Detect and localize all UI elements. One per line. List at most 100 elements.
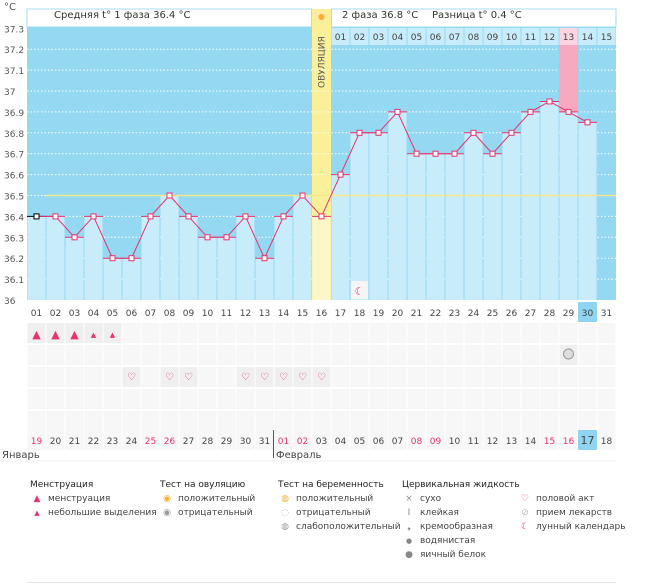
calendar-date: 29 <box>221 437 233 447</box>
test-positive-icon: ◍ <box>281 494 289 504</box>
event-cell <box>46 389 65 409</box>
calendar-date: 05 <box>354 437 365 447</box>
y-tick-label: 36.9 <box>4 109 24 119</box>
event-cell <box>350 389 369 409</box>
y-tick-label: 36.4 <box>4 213 24 223</box>
pill-icon: ⊘ <box>521 508 529 518</box>
event-cell <box>141 389 160 409</box>
cycle-day-label: 06 <box>126 309 138 319</box>
current-day-cell <box>578 302 597 322</box>
temperature-point <box>337 171 344 178</box>
sun-negative-icon: ◉ <box>163 508 171 518</box>
post-ovulation-day-cell <box>350 28 369 45</box>
event-cell-filled <box>65 323 84 343</box>
highlighted-day-bar <box>559 45 578 112</box>
event-cell <box>293 389 312 409</box>
cycle-day-label: 28 <box>544 309 556 319</box>
event-cell <box>312 345 331 365</box>
heart-icon: ♡ <box>165 372 174 383</box>
event-cell <box>274 389 293 409</box>
legend-item: прием лекарств <box>536 508 613 518</box>
event-cell <box>483 367 502 387</box>
event-cell <box>293 345 312 365</box>
temperature-bar <box>369 132 388 300</box>
legend-item: клейкая <box>420 508 459 518</box>
cycle-day-label: 05 <box>107 309 118 319</box>
event-cell <box>46 367 65 387</box>
event-cell <box>540 367 559 387</box>
event-cell <box>559 411 578 431</box>
post-ovulation-day-cell <box>559 28 578 45</box>
event-cell <box>160 389 179 409</box>
event-cell-filled <box>255 367 274 387</box>
legend-item: менструация <box>48 494 111 504</box>
cycle-day-label: 07 <box>145 309 156 319</box>
legend-pregnancy-test: Тест на беременность ◍ положительный ◌ отр… <box>278 480 401 536</box>
calendar-date: 03 <box>316 437 327 447</box>
legend-item: половой акт <box>536 494 595 504</box>
event-cell <box>388 345 407 365</box>
temperature-point <box>52 213 59 220</box>
post-ovulation-day-label: 10 <box>506 33 518 43</box>
event-cell <box>141 323 160 343</box>
creamy-icon: ❟ <box>407 522 411 532</box>
temperature-point <box>432 150 439 157</box>
event-cell <box>27 345 46 365</box>
event-cell <box>426 345 445 365</box>
cycle-day-label: 20 <box>392 309 404 319</box>
test-weak-icon: ◍ <box>281 522 289 532</box>
temperature-bar <box>179 216 198 300</box>
cycle-day-label: 18 <box>354 309 366 319</box>
post-ovulation-day-cell <box>597 28 616 45</box>
event-cell-filled <box>274 367 293 387</box>
event-cell <box>198 345 217 365</box>
temperature-bar <box>103 258 122 300</box>
temperature-point <box>261 255 268 262</box>
cycle-day-label: 26 <box>506 309 518 319</box>
calendar-cell <box>141 431 160 450</box>
event-cell <box>464 323 483 343</box>
heart-icon: ♡ <box>298 372 307 383</box>
cycle-day-label: 10 <box>202 309 214 319</box>
event-cell <box>141 345 160 365</box>
event-cell <box>502 323 521 343</box>
event-cell <box>65 345 84 365</box>
event-cell <box>559 323 578 343</box>
calendar-cell <box>236 431 255 450</box>
event-cell <box>198 411 217 431</box>
event-cell <box>46 411 65 431</box>
temperature-bar <box>46 216 65 300</box>
heavy-drop-icon: ▲ <box>33 494 41 504</box>
cycle-day-label: 14 <box>278 309 290 319</box>
y-tick-label: 36.2 <box>4 255 24 265</box>
event-cell <box>236 345 255 365</box>
calendar-cell <box>521 431 540 450</box>
event-cell <box>578 411 597 431</box>
event-cell <box>483 389 502 409</box>
event-cell-filled <box>160 367 179 387</box>
post-ovulation-day-cell <box>540 28 559 45</box>
y-tick-label: 36.6 <box>4 172 24 182</box>
event-cell-filled <box>312 367 331 387</box>
event-cell <box>198 367 217 387</box>
event-cell <box>103 389 122 409</box>
event-cell <box>407 345 426 365</box>
temperature-bar <box>559 111 578 301</box>
event-cell <box>84 345 103 365</box>
post-ovulation-day-label: 01 <box>335 33 346 43</box>
heart-icon: ♡ <box>520 494 530 504</box>
calendar-date: 13 <box>506 437 517 447</box>
calendar-cell <box>559 431 578 450</box>
calendar-date: 30 <box>240 437 252 447</box>
event-cell <box>521 411 540 431</box>
cycle-day-label: 17 <box>335 309 346 319</box>
temperature-bar <box>483 153 502 300</box>
moon-cell <box>351 281 368 299</box>
y-tick-label: 37.1 <box>4 67 24 77</box>
temperature-bar <box>312 216 331 300</box>
event-cell <box>84 411 103 431</box>
cycle-day-label: 31 <box>601 309 612 319</box>
post-ovulation-day-cell <box>407 28 426 45</box>
temperature-bar <box>65 237 84 300</box>
